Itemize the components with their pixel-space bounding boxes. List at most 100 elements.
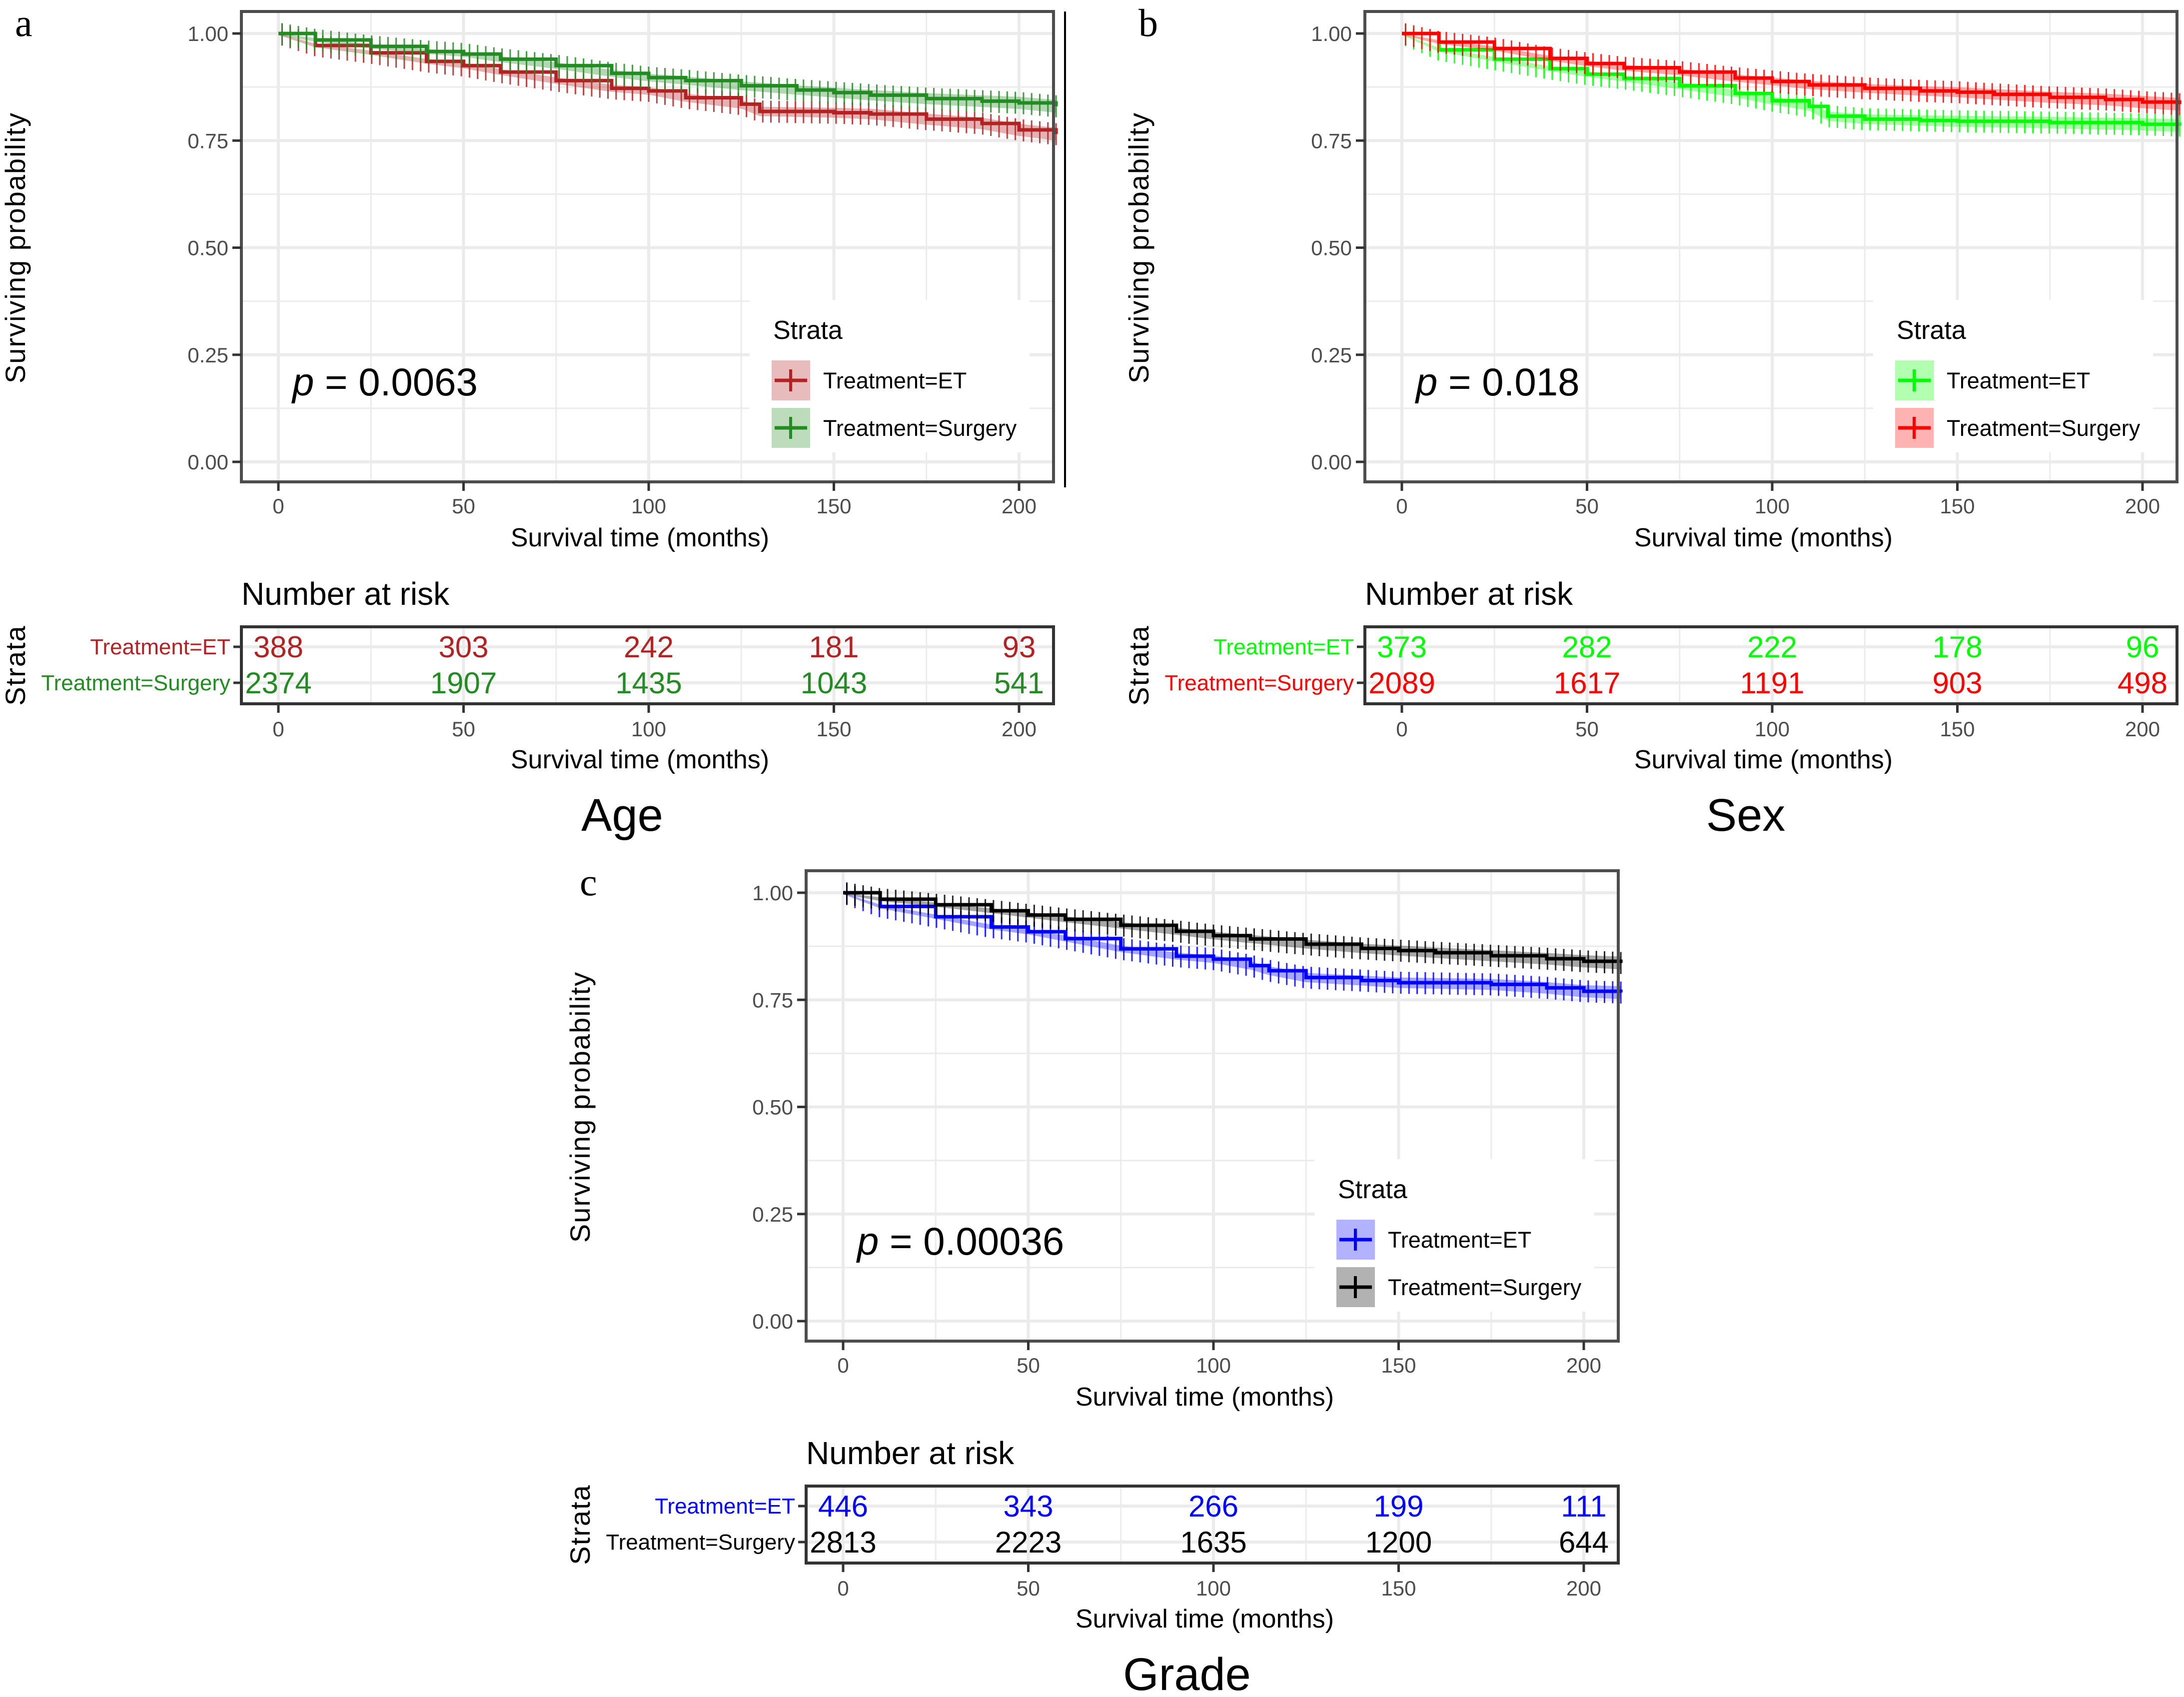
risk-count: 178 [1932, 630, 1982, 664]
x-tick-label: 0 [1396, 494, 1407, 518]
risk-count: 2089 [1368, 666, 1435, 700]
risk-table-title: Number at risk [1365, 576, 1573, 612]
risk-count: 2813 [810, 1526, 876, 1559]
legend-item-surgery[interactable]: Treatment=Surgery [1895, 408, 2141, 448]
legend-label: Treatment=Surgery [1947, 415, 2141, 441]
survival-curve [1402, 31, 2182, 104]
risk-strata-title: Strata [1123, 625, 1154, 705]
risk-count: 2374 [245, 666, 311, 700]
risk-x-tick-label: 50 [1017, 1577, 1040, 1600]
risk-row-label: Treatment=Surgery [1164, 671, 1354, 695]
risk-count: 373 [1377, 630, 1427, 664]
risk-strata-title: Strata [0, 625, 31, 705]
risk-x-axis-title: Survival time (months) [511, 745, 769, 774]
risk-count: 498 [2118, 666, 2168, 700]
y-axis: 0.00 0.25 0.50 0.75 1.00 Surviving probabilit… [1123, 22, 1365, 474]
risk-row-et: Treatment=ET 446 343 266 199 111 [655, 1490, 1606, 1523]
risk-row-label: Treatment=Surgery [41, 671, 230, 695]
risk-table-title: Number at risk [241, 576, 450, 612]
survival-plot: 0.00 0.25 0.50 0.75 1.00 Surviving probabilit… [1123, 10, 2182, 552]
x-tick-label: 200 [2125, 494, 2160, 518]
risk-row-et: Treatment=ET 388 303 242 181 93 [90, 630, 1036, 664]
confidence-band [843, 893, 1621, 999]
risk-x-tick-label: 100 [631, 717, 666, 741]
panel-title: Age [581, 790, 663, 841]
p-value-text: = 0.0063 [314, 360, 477, 404]
y-axis: 0.00 0.25 0.50 0.75 1.00 Surviving probabilit… [0, 22, 241, 474]
y-tick-label: 0.75 [752, 988, 793, 1012]
survival-plot: 0.00 0.25 0.50 0.75 1.00 Surviving probabilit… [0, 10, 1058, 552]
survival-plot: 0.00 0.25 0.50 0.75 1.00 Surviving probabilit… [564, 869, 1623, 1412]
y-tick-label: 0.25 [187, 343, 228, 367]
y-tick-label: 0.00 [1311, 450, 1352, 474]
risk-count: 903 [1932, 666, 1982, 700]
x-axis: 0 50 100 150 200 Survival time (months) [837, 1341, 1601, 1412]
x-tick-label: 100 [631, 494, 666, 518]
legend-item-surgery[interactable]: Treatment=Surgery [772, 408, 1017, 448]
p-value-symbol: p [856, 1219, 879, 1263]
x-axis: 0 50 100 150 200 Survival time (months) [1396, 482, 2160, 552]
risk-count: 1435 [615, 666, 682, 700]
risk-count: 541 [994, 666, 1044, 700]
x-tick-label: 150 [1381, 1354, 1416, 1377]
p-value-text: = 0.00036 [879, 1219, 1064, 1263]
risk-count: 222 [1747, 630, 1797, 664]
risk-row-label: Treatment=Surgery [606, 1530, 795, 1555]
x-tick-label: 100 [1755, 494, 1790, 518]
risk-count: 1617 [1554, 666, 1620, 700]
risk-x-tick-label: 50 [1575, 717, 1599, 741]
risk-table: Number at risk Treatment=ET 388 303 242 181 93… [0, 576, 1055, 774]
risk-count: 242 [624, 630, 674, 664]
legend-item-et[interactable]: Treatment=ET [1336, 1220, 1531, 1260]
risk-count: 1191 [1740, 666, 1804, 700]
panel-a: a 0.00 0.25 0.50 0.75 1.00 Surviving probabili… [0, 1, 1058, 841]
risk-x-axis-title: Survival time (months) [1076, 1605, 1334, 1634]
panel-letter: c [580, 860, 597, 904]
x-tick-label: 150 [816, 494, 851, 518]
km-series-surgery [278, 23, 1058, 117]
risk-count: 1635 [1180, 1526, 1246, 1559]
y-tick-label: 1.00 [187, 22, 228, 45]
y-tick-label: 0.25 [1311, 343, 1352, 367]
legend-item-surgery[interactable]: Treatment=Surgery [1336, 1267, 1582, 1307]
x-tick-label: 50 [1575, 494, 1599, 518]
legend: Strata Treatment=ET Treatment=Surgery [1314, 1159, 1594, 1312]
risk-count: 303 [438, 630, 488, 664]
risk-row-et: Treatment=ET 373 282 222 178 96 [1213, 630, 2159, 664]
panel-letter: b [1138, 1, 1158, 44]
legend-item-et[interactable]: Treatment=ET [772, 360, 967, 400]
x-tick-label: 0 [272, 494, 284, 518]
y-tick-label: 0.00 [187, 450, 228, 474]
risk-count: 2223 [995, 1526, 1062, 1559]
p-value-annotation: p = 0.0063 [291, 360, 478, 404]
risk-count: 644 [1559, 1526, 1609, 1559]
legend-label: Treatment=Surgery [1388, 1275, 1582, 1300]
legend-label: Treatment=ET [1388, 1227, 1531, 1253]
km-series-et [843, 883, 1623, 1004]
p-value-annotation: p = 0.018 [1415, 360, 1579, 404]
risk-table-title: Number at risk [806, 1435, 1015, 1471]
survival-curve [278, 31, 1058, 106]
legend-title: Strata [773, 316, 843, 345]
y-tick-label: 0.00 [752, 1310, 793, 1333]
legend-item-et[interactable]: Treatment=ET [1895, 360, 2090, 400]
legend: Strata Treatment=ET Treatment=Surgery [750, 300, 1030, 452]
y-tick-label: 1.00 [1311, 22, 1352, 45]
risk-count: 181 [809, 630, 859, 664]
p-value-annotation: p = 0.00036 [856, 1219, 1064, 1263]
risk-row-label: Treatment=ET [655, 1494, 795, 1519]
y-axis-title: Surviving probability [1123, 112, 1154, 383]
y-axis-title: Surviving probability [0, 112, 31, 383]
risk-count: 446 [818, 1490, 868, 1523]
risk-x-tick-label: 50 [452, 717, 475, 741]
y-axis-title: Surviving probability [564, 971, 596, 1243]
survival-curve [1402, 31, 2182, 126]
risk-row-surgery: Treatment=Surgery 2374 1907 1435 1043 541 [41, 666, 1044, 700]
km-series-surgery [843, 882, 1623, 974]
y-tick-label: 0.50 [752, 1096, 793, 1119]
km-series-surgery [1402, 23, 2182, 115]
x-axis: 0 50 100 150 200 Survival time (months) [272, 482, 1037, 552]
risk-row-surgery: Treatment=Surgery 2089 1617 1191 903 498 [1164, 666, 2168, 700]
y-axis: 0.00 0.25 0.50 0.75 1.00 Surviving probabilit… [564, 881, 806, 1333]
risk-x-tick-label: 150 [1381, 1577, 1416, 1600]
